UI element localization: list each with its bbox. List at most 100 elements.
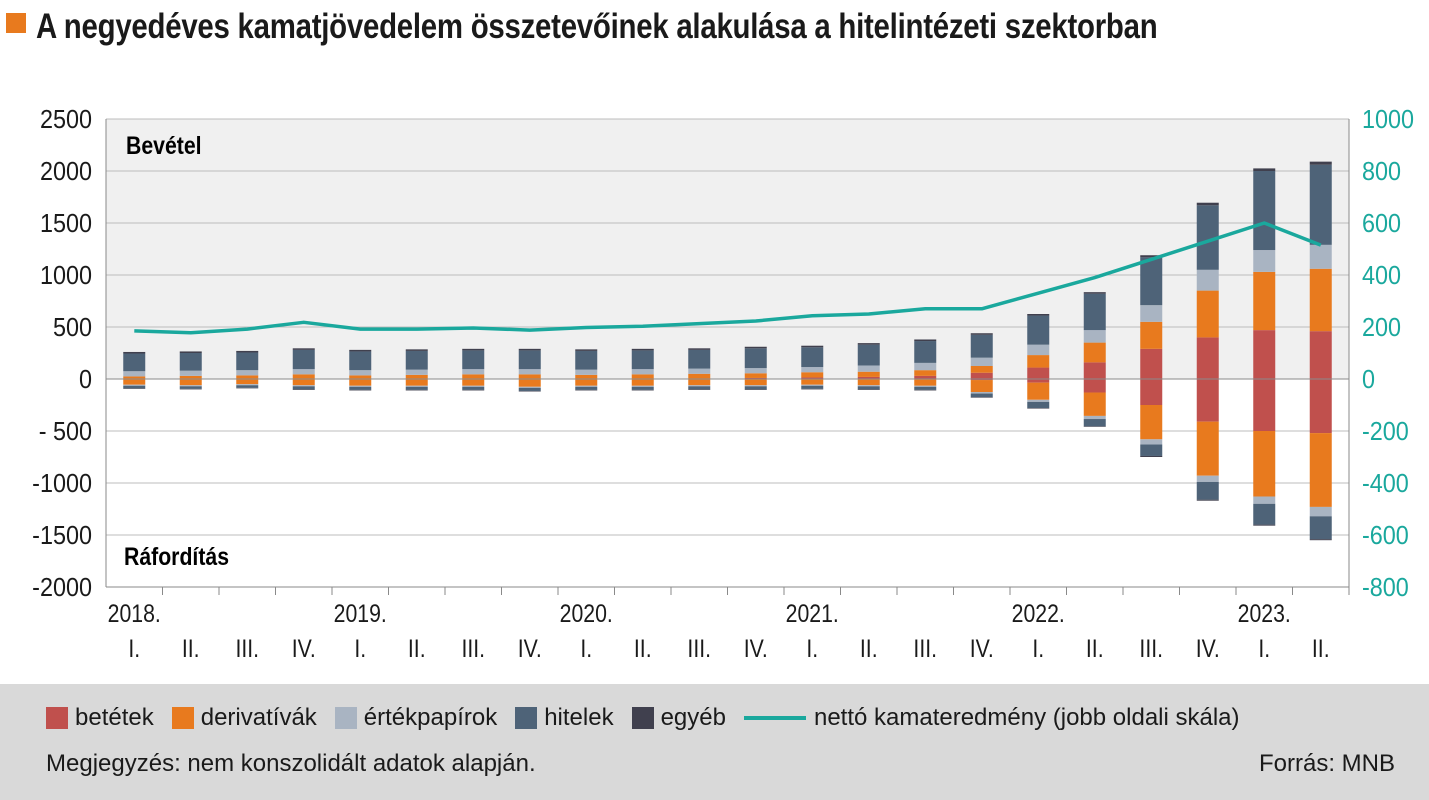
x-tick-label-quarter: III.	[687, 634, 711, 662]
annotation-expense: Ráfordítás	[124, 542, 229, 570]
x-tick-label-quarter: I.	[1258, 634, 1270, 662]
legend-label: hitelek	[544, 704, 614, 731]
legend-box-swatch	[334, 707, 357, 729]
bar-segment	[349, 351, 372, 371]
bar-segment	[1083, 426, 1106, 427]
bar-segment	[292, 386, 315, 390]
y-right-tick-label: 400	[1362, 262, 1401, 290]
bar-segment	[575, 350, 598, 370]
x-tick-label-year: 2021.	[786, 599, 839, 627]
bar-segment	[970, 397, 993, 398]
legend-label: egyéb	[660, 704, 726, 731]
y-left-tick-label: 2500	[40, 106, 92, 134]
bar-segment	[688, 373, 711, 379]
y-right-tick-label: 800	[1362, 158, 1401, 186]
legend-label: derivatívák	[200, 704, 317, 731]
bar-segment	[970, 333, 993, 335]
bar-segment	[970, 380, 993, 392]
bar-segment	[1083, 362, 1106, 379]
bar-segment	[518, 386, 541, 388]
title-marker-icon	[6, 13, 26, 33]
bar-segment	[349, 375, 372, 379]
bar-segment	[123, 388, 146, 389]
bar-segment	[123, 385, 146, 389]
bar-segment	[744, 346, 767, 349]
bar-segment	[1196, 269, 1219, 291]
bar-segment	[801, 388, 824, 390]
bar-segment	[405, 389, 428, 391]
bar-segment	[1140, 379, 1163, 405]
bar-segment	[1140, 405, 1163, 440]
bar-segment	[801, 345, 824, 348]
bar-segment	[857, 343, 880, 345]
bar-segment	[857, 389, 880, 390]
bar-segment	[1083, 330, 1106, 343]
annotation-income: Bevétel	[126, 131, 202, 159]
bar-segment	[462, 374, 485, 379]
bar-segment	[1253, 271, 1276, 331]
bar-segment	[462, 385, 485, 387]
legend-item: derivatívák	[171, 704, 317, 732]
legend-item: betétek	[46, 704, 154, 732]
bar-segment	[1309, 516, 1332, 540]
x-tick-label-quarter: IV.	[744, 634, 768, 662]
bar-segment	[236, 352, 259, 371]
legend-box-swatch	[515, 707, 538, 729]
bar-segment	[1027, 399, 1050, 402]
y-right-tick-label: 0	[1362, 366, 1375, 394]
bar-segment	[1253, 524, 1276, 526]
bar-segment	[518, 387, 541, 391]
bar-segment	[857, 376, 880, 379]
bar-segment	[179, 386, 202, 389]
bar-segment	[179, 351, 202, 353]
legend-line-swatch	[743, 716, 806, 720]
bar-segment	[1196, 205, 1219, 270]
bar-segment	[1253, 250, 1276, 272]
bar-segment	[1309, 161, 1332, 165]
bar-segment	[1083, 292, 1106, 294]
bar-segment	[801, 367, 824, 373]
bar-segment	[575, 369, 598, 375]
x-tick-label-quarter: II.	[634, 634, 652, 662]
bar-segment	[575, 379, 598, 386]
bar-segment	[236, 350, 259, 353]
x-tick-label-quarter: I.	[354, 634, 366, 662]
bar-segment	[518, 379, 541, 387]
bar-segment	[179, 353, 202, 371]
y-left-tick-label: 1500	[40, 210, 92, 238]
bar-segment	[405, 385, 428, 387]
x-tick-label-quarter: II.	[1086, 634, 1104, 662]
bar-segment	[1309, 379, 1332, 434]
bar-segment	[462, 348, 485, 351]
bar-segment	[1253, 431, 1276, 497]
bar-segment	[970, 334, 993, 358]
bar-segment	[914, 379, 937, 386]
y-left-tick-label: -2000	[32, 574, 92, 602]
bar-segment	[688, 385, 711, 387]
bar-segment	[179, 388, 202, 390]
y-right-tick-label: -600	[1362, 522, 1409, 550]
bar-segment	[518, 369, 541, 375]
x-tick-label-quarter: I.	[580, 634, 592, 662]
bar-segment	[1140, 305, 1163, 322]
bar-segment	[179, 375, 202, 379]
bar-segment	[518, 348, 541, 351]
bar-segment	[1027, 315, 1050, 345]
bar-segment	[123, 353, 146, 372]
income-band	[106, 119, 1349, 379]
bar-segment	[1083, 415, 1106, 420]
bar-segment	[1083, 392, 1106, 416]
bar-segment	[1140, 444, 1163, 456]
bar-segment	[1083, 342, 1106, 363]
legend-item: hitelek	[515, 704, 614, 732]
bar-segment	[236, 387, 259, 389]
bar-segment	[1309, 539, 1332, 541]
bar-segment	[1140, 455, 1163, 457]
bar-segment	[631, 385, 654, 387]
bar-segment	[744, 377, 767, 379]
y-right-tick-label: 200	[1362, 314, 1401, 342]
bar-segment	[1196, 499, 1219, 501]
bar-segment	[123, 376, 146, 379]
bar-segment	[914, 370, 937, 376]
bar-segment	[1027, 401, 1050, 409]
